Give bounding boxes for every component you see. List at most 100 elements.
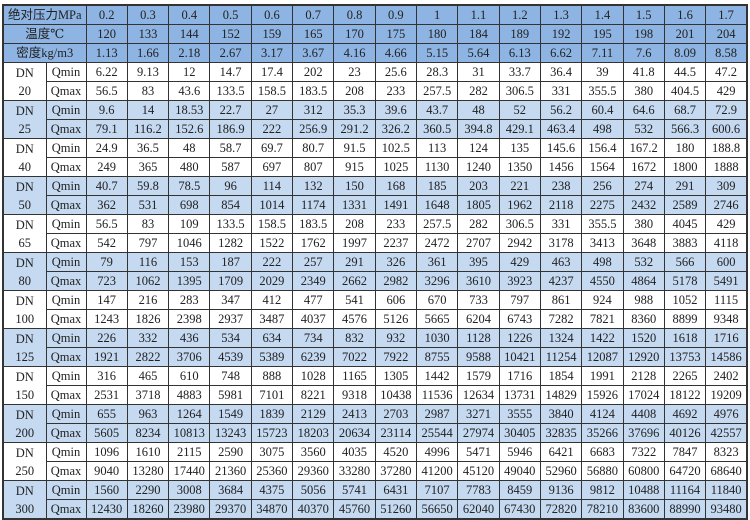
qmin-cell: 429 <box>498 252 541 272</box>
qmax-label: Qmax <box>45 233 87 253</box>
qmin-cell: 436 <box>168 328 211 348</box>
qmin-cell: 238 <box>539 176 583 196</box>
qmin-cell: 3008 <box>168 480 211 500</box>
dn-size-cell: DN 300 <box>2 480 47 520</box>
qmax-cell: 1062 <box>126 271 170 291</box>
qmin-cell: 14 <box>126 100 170 120</box>
qmax-cell: 4883 <box>168 385 211 405</box>
qmax-cell: 5665 <box>415 309 459 329</box>
density-row-cell: 2.18 <box>168 43 211 63</box>
pressure-row-cell: 0.4 <box>168 4 211 25</box>
pressure-row-cell: 0.9 <box>374 4 418 25</box>
qmin-cell: 1854 <box>539 366 583 386</box>
qmin-cell: 5056 <box>292 480 335 500</box>
qmin-cell: 208 <box>333 214 376 234</box>
qmax-cell: 854 <box>209 195 252 215</box>
density-row-cell: 7.6 <box>622 43 665 63</box>
qmin-cell: 347 <box>209 290 252 310</box>
qmin-cell: 7107 <box>415 480 459 500</box>
qmax-cell: 480 <box>168 157 211 177</box>
qmin-cell: 133.5 <box>209 214 252 234</box>
qmin-cell: 1028 <box>292 366 335 386</box>
qmax-cell: 3718 <box>126 385 170 405</box>
qmin-cell: 91.5 <box>333 138 376 158</box>
qmin-cell: 113 <box>415 138 459 158</box>
qmax-cell: 3413 <box>581 233 624 253</box>
qmax-cell: 2432 <box>622 195 665 215</box>
qmin-label: Qmin <box>45 442 87 462</box>
qmin-cell: 18.53 <box>168 100 211 120</box>
table-row-qmax: Qmax 1243 1826 2398 2937 3487 4037 4576 5126 5665… <box>3 309 748 329</box>
qmax-cell: 51260 <box>374 499 418 520</box>
qmax-cell: 6743 <box>498 309 541 329</box>
qmax-cell: 17440 <box>168 461 211 481</box>
table-row-qmin: DN 25 Qmin 9.6 14 18.53 22.7 27 312 35.3 39.6 43.7 4… <box>2 100 748 139</box>
pressure-row-cell: 1.7 <box>705 4 748 25</box>
qmax-cell: 56.5 <box>85 81 128 101</box>
qmax-label: Qmax <box>45 195 87 215</box>
qmax-cell: 282 <box>457 81 500 101</box>
density-row: 密度kg/m3 1.13 1.66 2.18 2.67 3.17 3.67 4.16 4.66 5… <box>2 43 748 63</box>
qmin-cell: 158.5 <box>250 214 294 234</box>
qmin-cell: 5471 <box>457 442 500 462</box>
qmax-cell: 9348 <box>705 309 748 329</box>
qmin-cell: 24.9 <box>85 138 128 158</box>
pressure-row-cell: 0.7 <box>292 4 335 25</box>
qmin-label: Qmin <box>45 328 87 348</box>
qmax-cell: 4118 <box>705 233 748 253</box>
qmin-cell: 733 <box>457 290 500 310</box>
temperature-row-cell: 133 <box>126 24 170 44</box>
qmin-cell: 1165 <box>333 366 376 386</box>
qmax-cell: 5981 <box>209 385 252 405</box>
qmin-cell: 2265 <box>663 366 707 386</box>
qmax-cell: 3178 <box>539 233 583 253</box>
qmin-cell: 1422 <box>581 328 624 348</box>
qmax-cell: 1762 <box>292 233 335 253</box>
qmin-cell: 541 <box>333 290 376 310</box>
qmin-cell: 5741 <box>333 480 376 500</box>
qmax-cell: 68640 <box>705 461 748 481</box>
qmin-cell: 332 <box>126 328 170 348</box>
qmin-cell: 2129 <box>292 404 335 424</box>
qmax-cell: 2237 <box>374 233 418 253</box>
temperature-row-cell: 144 <box>168 24 211 44</box>
qmax-cell: 542 <box>85 233 128 253</box>
qmin-cell: 1115 <box>705 290 748 310</box>
qmax-cell: 498 <box>581 119 624 139</box>
qmin-label: Qmin <box>45 366 87 386</box>
dn-size: 80 <box>18 273 32 288</box>
qmax-cell: 3648 <box>622 233 665 253</box>
dn-size: 25 <box>18 121 32 136</box>
dn-label: DN <box>15 407 34 422</box>
qmax-cell: 34870 <box>250 499 294 520</box>
qmax-cell: 394.8 <box>457 119 500 139</box>
dn-label: DN <box>15 369 34 384</box>
qmax-cell: 4539 <box>209 347 252 367</box>
qmax-cell: 18203 <box>292 423 335 443</box>
temperature-row-label: 温度℃ <box>2 24 87 44</box>
qmin-cell: 4996 <box>415 442 459 462</box>
qmax-cell: 12920 <box>622 347 665 367</box>
qmax-cell: 83600 <box>622 499 665 520</box>
qmax-cell: 249 <box>85 157 128 177</box>
qmin-cell: 9812 <box>581 480 624 500</box>
dn-size-cell: DN 50 <box>2 176 47 215</box>
qmax-cell: 83 <box>126 81 170 101</box>
qmax-cell: 600.6 <box>705 119 748 139</box>
qmax-cell: 10813 <box>168 423 211 443</box>
qmin-cell: 167.2 <box>622 138 665 158</box>
qmin-cell: 185 <box>415 176 459 196</box>
pressure-row-cell: 0.6 <box>250 4 294 25</box>
temperature-row-cell: 180 <box>415 24 459 44</box>
qmin-cell: 6683 <box>581 442 624 462</box>
qmin-cell: 5946 <box>498 442 541 462</box>
qmax-cell: 12087 <box>581 347 624 367</box>
temperature-row-cell: 120 <box>85 24 128 44</box>
qmax-cell: 2398 <box>168 309 211 329</box>
qmin-label: Qmin <box>45 138 87 158</box>
qmax-cell: 45760 <box>333 499 376 520</box>
dn-size-cell: DN 80 <box>2 252 47 291</box>
qmin-cell: 48 <box>168 138 211 158</box>
qmax-cell: 23114 <box>374 423 418 443</box>
qmin-cell: 1991 <box>581 366 624 386</box>
